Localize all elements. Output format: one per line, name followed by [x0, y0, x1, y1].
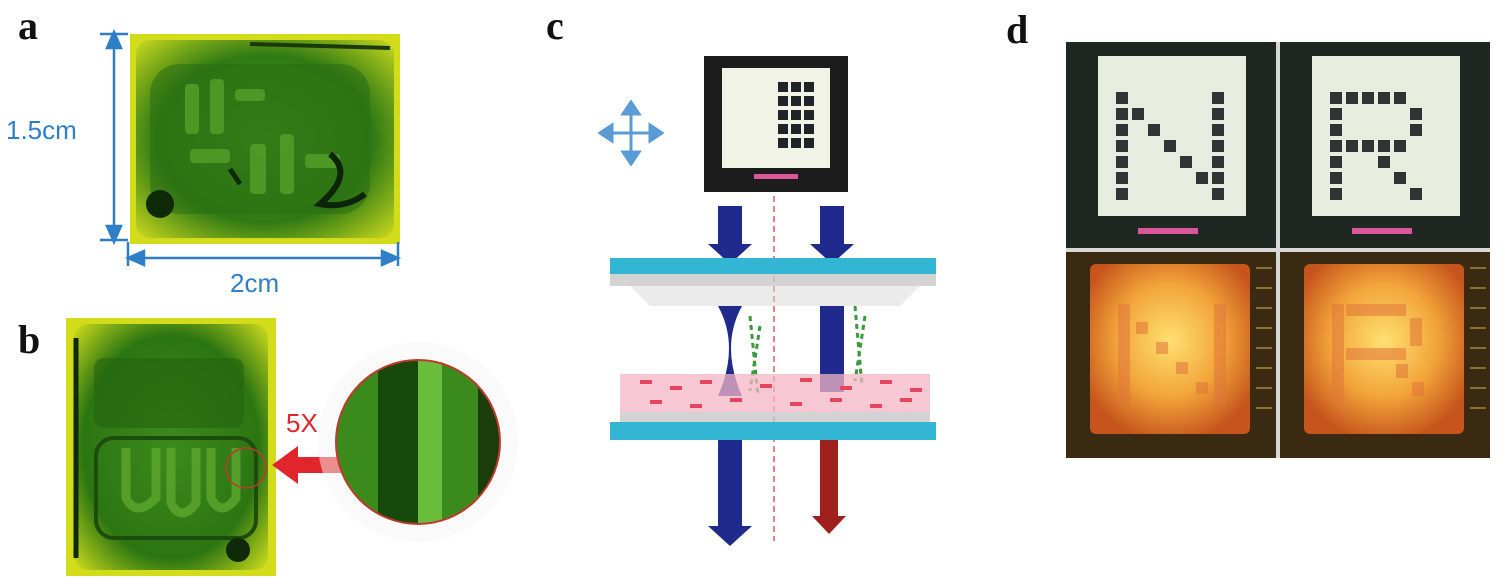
panel-letter-c: c	[546, 3, 564, 48]
panel-b-device-photo	[66, 318, 276, 576]
height-dimension-label: 1.5cm	[6, 115, 77, 145]
move-icon	[598, 100, 664, 166]
magnification-label: 5X	[286, 408, 318, 438]
lcd-cross-section-diagram	[610, 196, 936, 546]
panel-d-photo-grid	[1066, 42, 1490, 458]
lcd-display-thumbnail	[704, 56, 848, 192]
r-pattern-display	[1280, 42, 1490, 248]
n-pattern-display	[1066, 42, 1276, 248]
panel-a-device-photo	[130, 34, 400, 244]
panel-letter-a: a	[18, 3, 38, 48]
zoomed-inset-photo	[318, 342, 518, 542]
width-dimension-label: 2cm	[230, 268, 280, 298]
panel-letter-d: d	[1006, 7, 1029, 52]
r-pattern-glow	[1280, 252, 1490, 458]
magnification-arrow	[272, 446, 344, 484]
panel-a-dimension-arrows	[100, 28, 402, 267]
n-pattern-glow	[1066, 252, 1276, 458]
panel-letter-b: b	[18, 317, 41, 362]
